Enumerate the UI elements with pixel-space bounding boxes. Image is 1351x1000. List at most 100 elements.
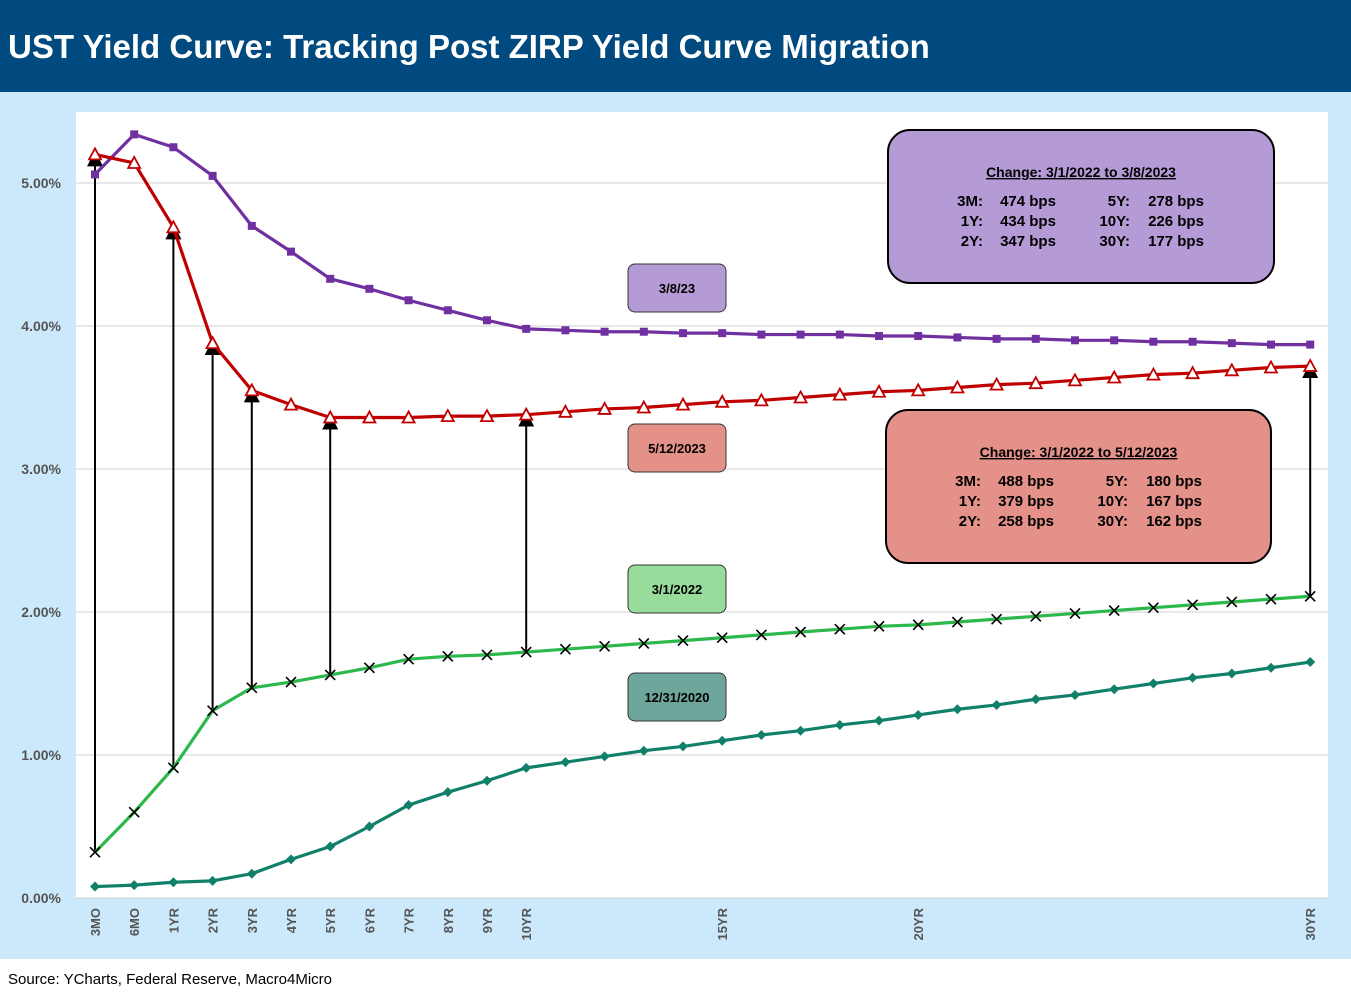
series-3-1-2022-point (559, 643, 571, 655)
series-3-1-2022-point (677, 635, 689, 647)
series-5-12-2023-point (479, 408, 495, 422)
series-12-31-2020-point (795, 725, 806, 736)
change-box-2023-05-12: Change: 3/1/2022 to 5/12/2023 3M: 488 bps 5… (885, 409, 1272, 564)
series-5-12-2023-point (949, 379, 965, 394)
series-5-12-2023-point (557, 403, 573, 418)
series-5-12-2023-point (636, 399, 652, 414)
tag-label: 3/8/23 (659, 281, 695, 296)
series-12-31-2020-point (325, 841, 336, 852)
series-5-12-2023-point (910, 382, 926, 397)
tag-label: 3/1/2022 (652, 582, 703, 597)
series-3-1-2022-point (1187, 599, 1199, 611)
series-12-31-2020-point (952, 704, 963, 715)
x-mark-stroke (1030, 610, 1042, 622)
y-tick-label: 5.00% (21, 175, 61, 191)
series-3-1-2022-point (599, 640, 611, 652)
series-3-8-23-point (443, 306, 452, 315)
x-tick-group: 20YR (911, 907, 926, 940)
x-tick-group: 7YR (402, 907, 417, 933)
series-3-8-23-point (835, 330, 844, 339)
x-mark-stroke (599, 640, 611, 652)
series-3-1-2022-point (716, 632, 728, 644)
x-mark-stroke (442, 650, 454, 662)
x-mark-stroke (1108, 605, 1120, 617)
change-value: 226 bps (1148, 213, 1204, 230)
series-12-31-2020-point (90, 881, 100, 892)
x-tick-group: 2YR (206, 907, 221, 933)
x-tick-label: 2YR (206, 907, 221, 933)
series-3-8-23-point (992, 334, 1001, 343)
change-value: 180 bps (1146, 473, 1202, 490)
x-tick-group: 15YR (715, 907, 730, 940)
series-3-8-23-point (1031, 334, 1040, 343)
series-3-8-23-point (679, 329, 687, 338)
series-3-8-23-point (600, 327, 609, 336)
x-tick-group: 3YR (245, 907, 260, 933)
x-tick-group: 6MO (127, 908, 142, 936)
x-mark-stroke (716, 632, 728, 644)
change-label: 1Y: (959, 493, 981, 510)
series-12-31-2020-point (364, 821, 375, 832)
x-tick-label: 7YR (402, 907, 417, 933)
x-tick-group: 5YR (323, 907, 338, 933)
series-3-8-23-point (404, 296, 413, 305)
x-tick-label: 30YR (1303, 907, 1318, 940)
series-5-12-2023-point (401, 409, 417, 424)
x-mark-stroke (167, 762, 179, 774)
x-tick-label: 1YR (166, 907, 181, 933)
change-box-bg (885, 409, 1272, 564)
series-5-12-2023-point (1028, 375, 1044, 390)
series-3-8-23-point (287, 247, 295, 256)
x-tick-label: 5YR (323, 907, 338, 933)
x-tick-label: 10YR (519, 907, 534, 940)
x-mark-stroke (285, 676, 297, 688)
series-12-31-2020-point (560, 757, 571, 768)
change-label: 30Y: (1099, 233, 1130, 250)
series-5-12-2023-point (832, 386, 848, 401)
tag-box (627, 564, 727, 614)
x-tick-group: 3MO (88, 908, 103, 936)
x-mark-stroke (677, 635, 689, 647)
x-mark-stroke (1069, 607, 1081, 619)
series-5-12-2023-point (165, 219, 181, 234)
tag-box (627, 423, 727, 473)
series-5-12-2023-point (322, 409, 338, 424)
series-12-31-2020-point (834, 719, 845, 730)
x-mark-stroke (481, 649, 493, 661)
x-tick-group: 10YR (519, 907, 534, 940)
tag-label: 5/12/2023 (648, 441, 706, 456)
series-3-8-23-point (91, 170, 99, 179)
change-value: 258 bps (998, 513, 1054, 530)
x-mark-stroke (755, 629, 767, 641)
series-3-1-2022-point (442, 650, 454, 662)
x-tick-label: 3MO (88, 908, 103, 936)
x-tick-label: 9YR (480, 907, 495, 933)
x-tick-group: 8YR (441, 907, 456, 933)
x-mark-stroke (638, 637, 650, 650)
x-tick-group: 4YR (284, 907, 299, 933)
series-3-8-23-point (1149, 337, 1158, 346)
series-3-1-2022-point (1069, 607, 1081, 619)
series-5-12-2023-point (283, 396, 299, 411)
x-mark-stroke (873, 620, 885, 632)
x-tick-group: 1YR (166, 907, 181, 933)
title-bar: UST Yield Curve: Tracking Post ZIRP Yiel… (0, 0, 1351, 92)
y-tick-label: 2.00% (21, 604, 61, 620)
change-value: 347 bps (1000, 233, 1056, 250)
series-3-8-23-point (561, 326, 570, 335)
x-mark-stroke (834, 623, 846, 635)
change-box-title: Change: 3/1/2022 to 3/8/2023 (986, 164, 1176, 180)
series-3-1-2022-point (520, 646, 532, 658)
series-3-1-2022-point (403, 653, 415, 665)
series-3-8-23-point (522, 324, 531, 333)
change-value: 474 bps (1000, 193, 1056, 210)
change-value: 177 bps (1148, 233, 1204, 250)
y-tick-label: 0.00% (21, 890, 61, 906)
series-5-12-2023-point (244, 382, 260, 397)
series-12-31-2020-point (246, 868, 257, 879)
series-12-31-2020-point (442, 787, 453, 798)
series-12-31-2020-point (874, 715, 884, 726)
series-3-1-2022-point (991, 613, 1003, 625)
series-3-1-2022-point (912, 619, 924, 631)
